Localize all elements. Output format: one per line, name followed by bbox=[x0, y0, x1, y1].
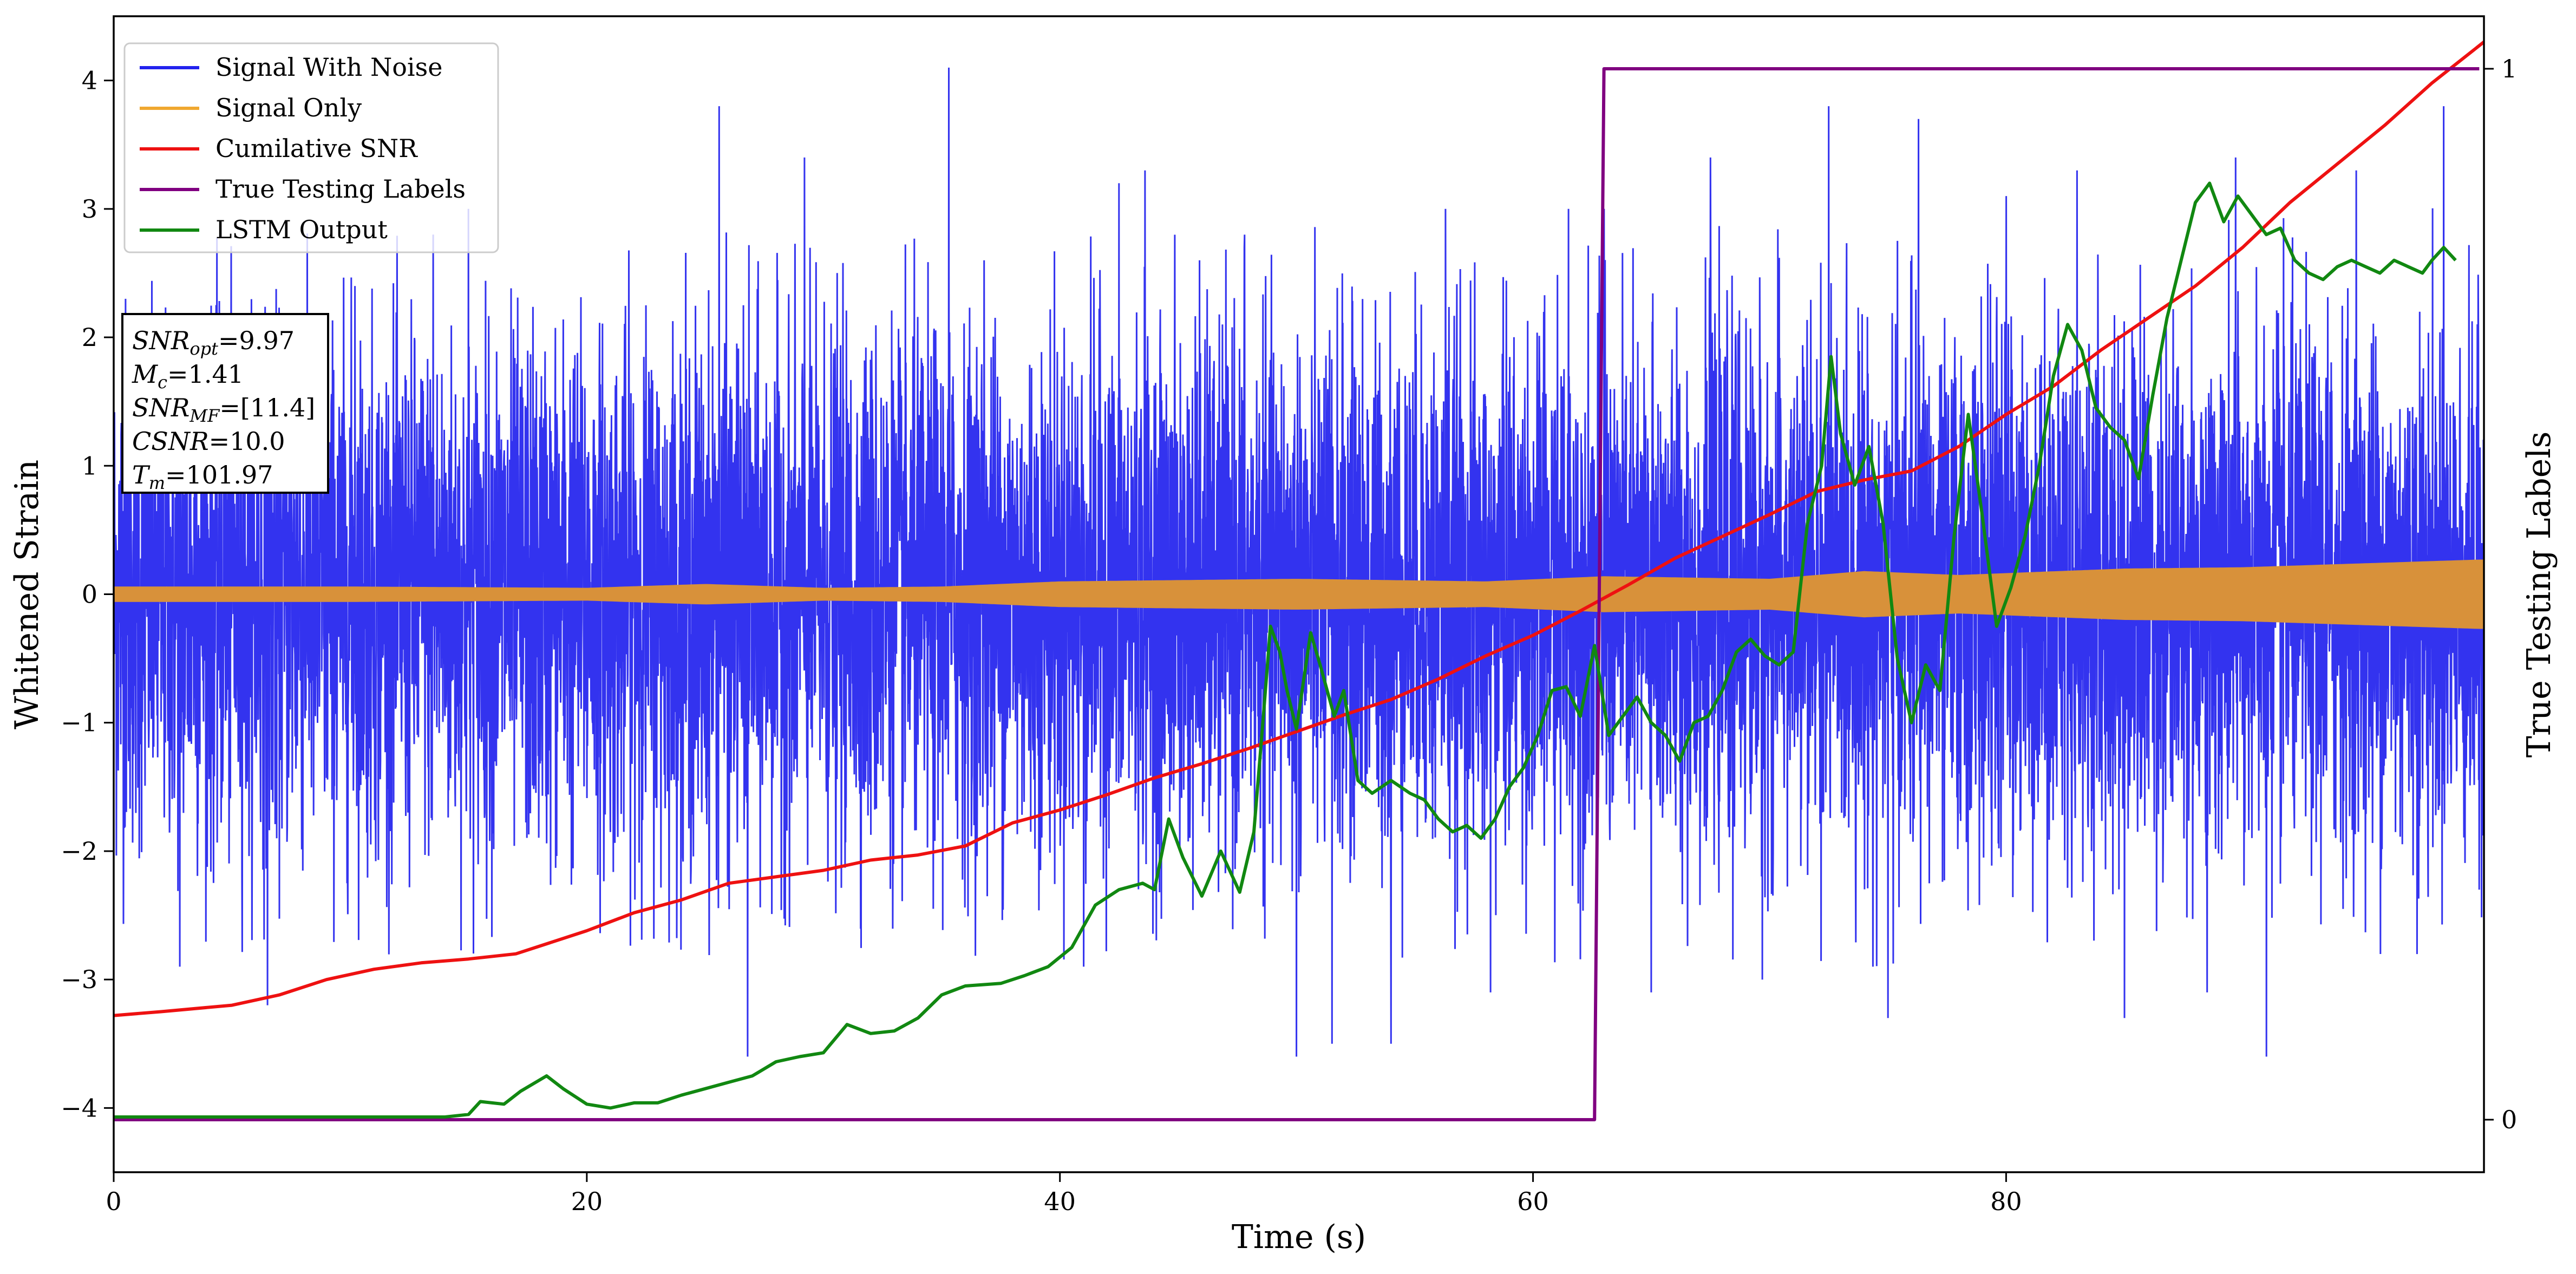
y-tick-label: 2 bbox=[82, 323, 97, 352]
legend-label: Cumilative SNR bbox=[215, 134, 418, 163]
y-tick-label: −1 bbox=[61, 708, 97, 737]
x-axis-ticks: 0 20 40 60 80 bbox=[106, 1172, 2022, 1216]
y2-tick-label: 1 bbox=[2501, 54, 2517, 83]
x-tick-label: 0 bbox=[106, 1187, 121, 1216]
y2-axis-ticks: 01 bbox=[2484, 54, 2517, 1134]
x-tick-label: 40 bbox=[1044, 1187, 1076, 1216]
legend-label: LSTM Output bbox=[215, 215, 388, 244]
y-tick-label: −3 bbox=[61, 965, 97, 994]
y-tick-label: −2 bbox=[61, 837, 97, 866]
y-tick-label: 1 bbox=[82, 451, 97, 480]
y-tick-label: 0 bbox=[82, 580, 97, 609]
y-axis-ticks: −4 −3 −2 −1 0 1 2 3 4 bbox=[61, 66, 114, 1122]
legend: Signal With Noise Signal Only Cumilative S… bbox=[123, 42, 499, 253]
y-tick-label: 3 bbox=[82, 194, 97, 224]
y-axis-label: Whitened Strain bbox=[8, 460, 46, 729]
annotation-line: Mc=1.41 bbox=[132, 360, 244, 393]
y-tick-label: 4 bbox=[82, 66, 97, 95]
x-tick-label: 20 bbox=[571, 1187, 603, 1216]
annotation-line: CSNR=10.0 bbox=[132, 427, 285, 456]
legend-label: Signal With Noise bbox=[215, 53, 442, 82]
x-tick-label: 60 bbox=[1517, 1187, 1549, 1216]
annotation-line: SNRMF=[11.4] bbox=[132, 393, 315, 426]
series-layer bbox=[114, 41, 2484, 1121]
y-tick-label: −4 bbox=[61, 1093, 97, 1122]
annotation-line: Tm=101.97 bbox=[132, 460, 273, 493]
annotation-frame bbox=[121, 313, 329, 494]
true-testing-labels-line bbox=[114, 67, 2480, 1121]
x-axis-label: Time (s) bbox=[1232, 1218, 1366, 1256]
lstm-output-line bbox=[114, 181, 2457, 1119]
x-tick-label: 80 bbox=[1990, 1187, 2022, 1216]
legend-label: Signal Only bbox=[215, 93, 362, 122]
legend-frame bbox=[123, 42, 499, 253]
legend-label: True Testing Labels bbox=[215, 174, 466, 204]
annotation-line: SNRopt=9.97 bbox=[132, 326, 295, 359]
y2-axis-label: True Testing Labels bbox=[2520, 432, 2558, 758]
y2-tick-label: 0 bbox=[2501, 1105, 2517, 1134]
